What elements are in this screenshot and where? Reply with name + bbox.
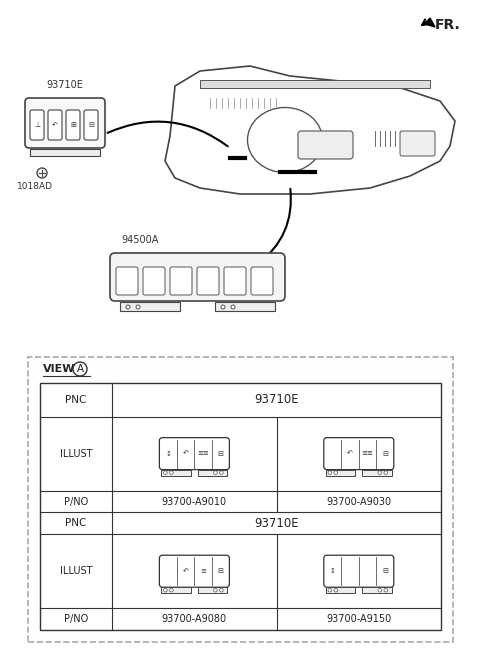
Text: ⊞: ⊞ — [70, 122, 76, 128]
Text: PNC: PNC — [65, 518, 87, 528]
FancyBboxPatch shape — [66, 110, 80, 140]
Bar — [120, 302, 180, 311]
Text: VIEW: VIEW — [43, 364, 75, 374]
FancyBboxPatch shape — [324, 438, 394, 470]
Text: ↕: ↕ — [330, 568, 336, 574]
Text: FR.: FR. — [435, 18, 461, 32]
Circle shape — [126, 305, 130, 309]
FancyArrowPatch shape — [108, 121, 228, 146]
Bar — [326, 470, 355, 476]
FancyBboxPatch shape — [116, 267, 138, 295]
Circle shape — [231, 305, 235, 309]
Bar — [215, 302, 275, 311]
Text: ↶: ↶ — [183, 568, 189, 574]
Text: ⊟: ⊟ — [88, 122, 94, 128]
FancyBboxPatch shape — [159, 555, 229, 587]
FancyBboxPatch shape — [197, 267, 219, 295]
Polygon shape — [425, 18, 435, 27]
FancyBboxPatch shape — [400, 131, 435, 156]
Text: 93700-A9080: 93700-A9080 — [162, 614, 227, 624]
Text: ILLUST: ILLUST — [60, 449, 92, 459]
Text: ⊟: ⊟ — [218, 568, 224, 574]
Text: ILLUST: ILLUST — [60, 566, 92, 576]
Circle shape — [169, 588, 173, 592]
Text: 93700-A9010: 93700-A9010 — [162, 497, 227, 506]
Text: 93710E: 93710E — [254, 394, 299, 406]
Text: 93700-A9030: 93700-A9030 — [326, 497, 391, 506]
FancyBboxPatch shape — [84, 110, 98, 140]
Text: 1018AD: 1018AD — [17, 182, 53, 191]
Text: ≡≡: ≡≡ — [197, 451, 209, 457]
Circle shape — [384, 471, 387, 474]
Bar — [362, 587, 392, 593]
Text: P/NO: P/NO — [64, 614, 88, 624]
FancyBboxPatch shape — [324, 555, 394, 587]
Bar — [198, 587, 228, 593]
Text: 93710E: 93710E — [47, 80, 84, 90]
Bar — [326, 587, 355, 593]
Circle shape — [328, 471, 332, 474]
Circle shape — [164, 588, 167, 592]
Bar — [30, 149, 100, 156]
Text: ↶: ↶ — [347, 451, 353, 457]
Circle shape — [214, 588, 217, 592]
FancyArrowPatch shape — [257, 189, 291, 264]
Circle shape — [328, 588, 332, 592]
Text: 93710E: 93710E — [254, 517, 299, 530]
FancyBboxPatch shape — [159, 438, 229, 470]
Circle shape — [219, 471, 223, 474]
Text: ⊥: ⊥ — [34, 122, 40, 128]
Bar — [161, 587, 191, 593]
Circle shape — [378, 588, 382, 592]
Text: ↕: ↕ — [165, 451, 171, 457]
Text: ⊟: ⊟ — [218, 451, 224, 457]
Text: ⊟: ⊟ — [382, 451, 388, 457]
Text: ↶: ↶ — [183, 451, 189, 457]
Text: ↶: ↶ — [52, 122, 58, 128]
Text: A: A — [76, 364, 84, 374]
Text: PNC: PNC — [65, 395, 87, 405]
Circle shape — [37, 168, 47, 178]
Circle shape — [219, 588, 223, 592]
FancyBboxPatch shape — [110, 253, 285, 301]
Bar — [28, 357, 453, 642]
Circle shape — [164, 471, 167, 474]
Bar — [40, 383, 441, 630]
Circle shape — [334, 471, 337, 474]
Bar — [161, 470, 191, 476]
Circle shape — [136, 305, 140, 309]
Text: ⊟: ⊟ — [382, 568, 388, 574]
FancyBboxPatch shape — [143, 267, 165, 295]
FancyBboxPatch shape — [48, 110, 62, 140]
FancyBboxPatch shape — [224, 267, 246, 295]
FancyBboxPatch shape — [25, 98, 105, 148]
Text: P/NO: P/NO — [64, 497, 88, 506]
Text: ≡: ≡ — [200, 568, 206, 574]
PathPatch shape — [165, 66, 455, 194]
Circle shape — [214, 471, 217, 474]
Bar — [362, 470, 392, 476]
FancyBboxPatch shape — [298, 131, 353, 159]
FancyBboxPatch shape — [170, 267, 192, 295]
Bar — [198, 470, 228, 476]
Bar — [200, 80, 430, 88]
Ellipse shape — [248, 108, 323, 173]
Text: ≡≡: ≡≡ — [361, 451, 373, 457]
Circle shape — [221, 305, 225, 309]
Circle shape — [378, 471, 382, 474]
Circle shape — [169, 471, 173, 474]
Text: 94500A: 94500A — [121, 235, 159, 245]
Text: 93700-A9150: 93700-A9150 — [326, 614, 391, 624]
Circle shape — [334, 588, 337, 592]
FancyBboxPatch shape — [30, 110, 44, 140]
Circle shape — [384, 588, 387, 592]
FancyBboxPatch shape — [251, 267, 273, 295]
